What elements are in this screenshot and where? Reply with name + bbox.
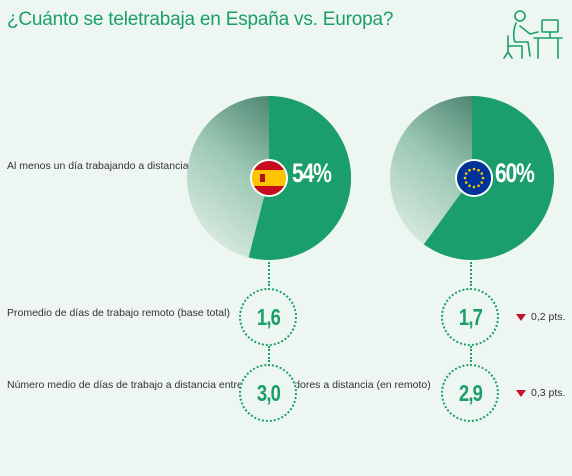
eu-star (481, 176, 485, 180)
eu-star (464, 181, 468, 184)
page-title: ¿Cuánto se teletrabaja en España vs. Eur… (7, 9, 394, 30)
label-average-days-remote-workers: Número medio de días de trabajo a distan… (7, 379, 431, 391)
eu-flag-icon (455, 159, 493, 197)
label-at-least-one-day: Al menos un día trabajando a distancia (… (7, 160, 244, 172)
eu-star (480, 181, 484, 184)
eu-star (468, 168, 471, 172)
connector-europe-1 (470, 262, 472, 286)
eu-star (472, 167, 476, 171)
connector-spain-1 (268, 262, 270, 286)
pie-spain-value-label: 54% (292, 158, 332, 188)
delta-remote-days: 0,3 pts. (516, 387, 565, 399)
value-europe-remote-days: 2,9 (441, 364, 499, 422)
down-triangle-icon (516, 389, 526, 397)
down-triangle-icon (516, 313, 526, 321)
value-spain-average-days: 1,6 (239, 288, 297, 346)
remote-worker-icon (503, 10, 563, 59)
value-europe-average-days: 1,7 (441, 288, 499, 346)
label-average-days: Promedio de días de trabajo remoto (base… (7, 307, 230, 319)
connector-europe-2 (470, 346, 472, 362)
eu-star (477, 168, 480, 172)
pie-spain-slice (248, 96, 351, 260)
eu-star (472, 185, 476, 189)
eu-star (463, 176, 467, 180)
delta-average-days: 0,2 pts. (516, 311, 565, 323)
eu-star (464, 172, 468, 175)
connector-spain-2 (268, 346, 270, 362)
eu-star (468, 184, 471, 188)
pie-europe-value-label: 60% (495, 158, 535, 188)
spain-flag-icon (250, 159, 288, 197)
value-spain-remote-days: 3,0 (239, 364, 297, 422)
eu-star (477, 184, 480, 188)
eu-star (480, 172, 484, 175)
